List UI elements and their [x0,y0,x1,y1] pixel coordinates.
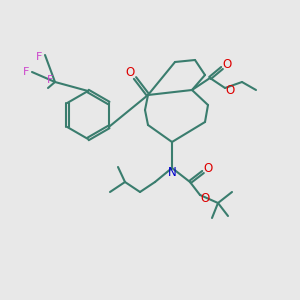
Text: O: O [200,191,210,205]
Text: F: F [47,75,53,85]
Text: F: F [23,67,29,77]
Text: O: O [222,58,232,71]
Text: O: O [225,83,235,97]
Text: O: O [203,163,213,176]
Text: F: F [36,52,42,62]
Text: O: O [125,65,135,79]
Text: N: N [168,167,176,179]
